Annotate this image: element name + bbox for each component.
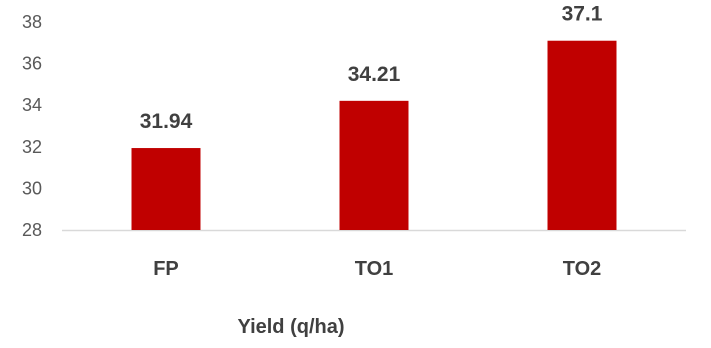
- category-labels: FP TO1 TO2: [153, 258, 601, 280]
- bar-to1: [339, 100, 409, 230]
- data-label: 31.94: [140, 110, 193, 133]
- y-tick-label: 38: [22, 12, 42, 32]
- bars: [131, 40, 617, 230]
- bar-to2: [547, 40, 617, 230]
- data-label: 37.1: [562, 3, 603, 26]
- y-tick-label: 30: [22, 178, 42, 198]
- bar-fp: [131, 148, 201, 230]
- x-axis-title: Yield (q/ha): [237, 316, 344, 338]
- category-label: TO1: [355, 258, 394, 280]
- y-axis-tick-labels: 28 30 32 34 36 38: [22, 12, 42, 240]
- y-tick-label: 32: [22, 137, 42, 157]
- category-label: FP: [153, 258, 179, 280]
- data-labels: 31.94 34.21 37.1: [140, 3, 603, 133]
- y-tick-label: 28: [22, 220, 42, 240]
- y-tick-label: 36: [22, 54, 42, 74]
- category-label: TO2: [563, 258, 602, 280]
- data-label: 34.21: [348, 63, 401, 86]
- y-tick-label: 34: [22, 95, 42, 115]
